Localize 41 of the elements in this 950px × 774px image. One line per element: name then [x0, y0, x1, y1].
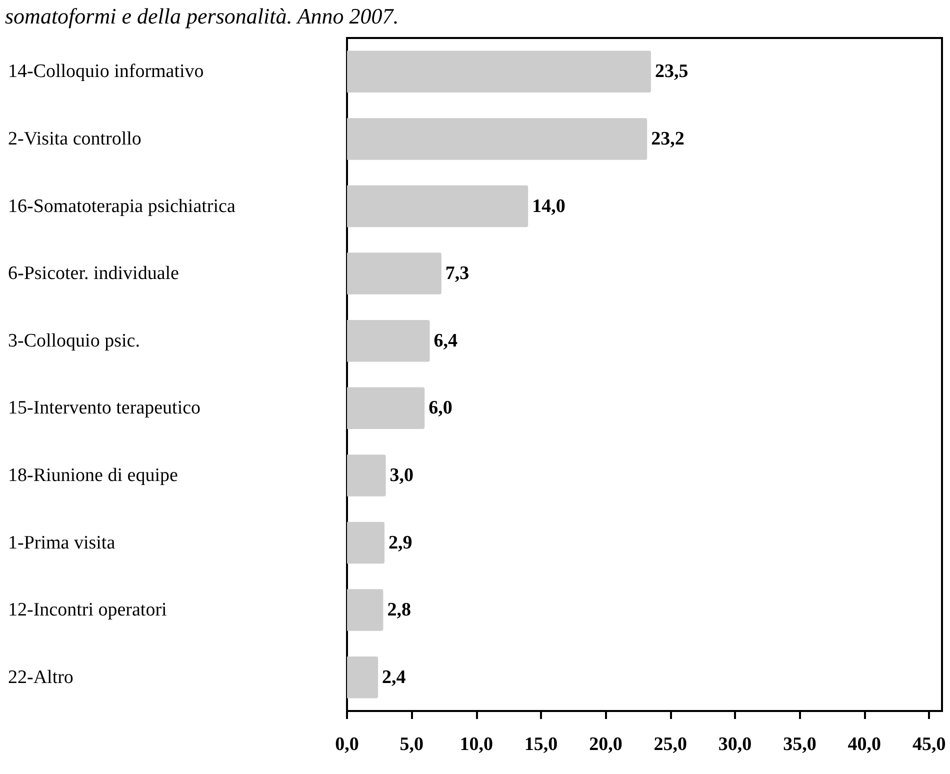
bar	[347, 656, 378, 698]
data-label: 7,3	[445, 263, 470, 284]
bar	[347, 252, 442, 294]
data-label: 3,0	[390, 464, 414, 486]
data-label: 2,9	[388, 532, 412, 554]
chart-title: somatoformi e della personalità. Anno 2007.	[5, 4, 399, 28]
x-tick-label: 10,0	[460, 734, 493, 755]
y-tick-label: 6-Psicoter. individuale	[8, 263, 179, 284]
y-tick-label: 15-Intervento terapeutico	[8, 398, 201, 419]
bar	[347, 589, 384, 631]
data-label: 14,0	[532, 196, 566, 217]
bar	[347, 118, 648, 160]
x-tick-label: 20,0	[589, 734, 622, 755]
bar	[347, 185, 528, 228]
data-label: 2,8	[387, 600, 411, 621]
data-label: 23,5	[654, 61, 688, 82]
x-tick-label: 45,0	[912, 734, 946, 755]
y-tick-label: 22-Altro	[8, 666, 74, 688]
y-tick-label: 1-Prima visita	[8, 532, 116, 554]
x-tick-label: 30,0	[718, 734, 752, 755]
x-tick-label: 15,0	[524, 734, 558, 755]
bar	[347, 387, 425, 430]
bar	[347, 50, 651, 93]
x-tick-label: 0,0	[335, 734, 359, 755]
data-label: 2,4	[382, 666, 406, 688]
bar	[347, 320, 430, 362]
y-tick-label: 16-Somatoterapia psichiatrica	[8, 196, 236, 217]
y-tick-label: 14-Colloquio informativo	[8, 61, 204, 82]
data-label: 6,0	[428, 398, 452, 419]
x-tick-label: 25,0	[654, 734, 687, 755]
x-tick-label: 35,0	[783, 734, 816, 755]
y-tick-label: 12-Incontri operatori	[8, 600, 167, 621]
y-tick-label: 3-Colloquio psic.	[8, 330, 140, 352]
y-tick-label: 18-Riunione di equipe	[8, 464, 178, 486]
x-tick-label: 5,0	[400, 734, 424, 755]
bar	[347, 522, 385, 564]
data-label: 6,4	[434, 330, 458, 352]
y-tick-label: 2-Visita controllo	[8, 128, 142, 150]
x-tick-label: 40,0	[848, 734, 882, 755]
bar	[347, 454, 386, 496]
data-label: 23,2	[651, 128, 684, 150]
